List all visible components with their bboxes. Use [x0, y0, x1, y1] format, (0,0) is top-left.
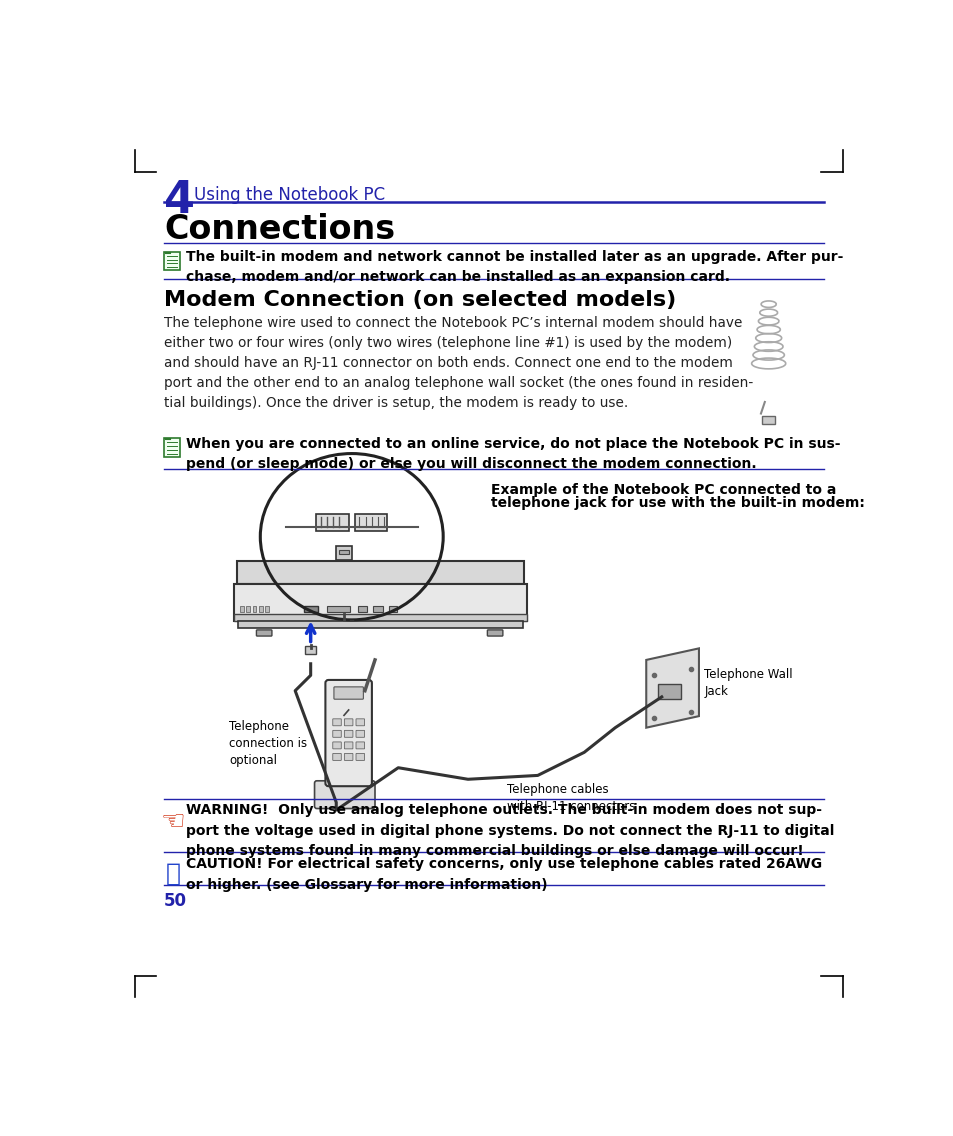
- FancyBboxPatch shape: [233, 613, 526, 621]
- FancyBboxPatch shape: [355, 753, 364, 760]
- FancyBboxPatch shape: [265, 605, 269, 612]
- FancyBboxPatch shape: [240, 605, 244, 612]
- Text: ✋: ✋: [166, 862, 181, 886]
- FancyBboxPatch shape: [333, 742, 341, 749]
- Text: 4: 4: [164, 179, 195, 223]
- FancyBboxPatch shape: [335, 546, 352, 560]
- Text: CAUTION! For electrical safety concerns, only use telephone cables rated 26AWG
o: CAUTION! For electrical safety concerns,…: [186, 857, 821, 892]
- Text: Example of the Notebook PC connected to a: Example of the Notebook PC connected to …: [491, 483, 836, 496]
- Text: Connections: Connections: [164, 214, 395, 247]
- FancyBboxPatch shape: [256, 629, 272, 636]
- Text: ☜: ☜: [161, 808, 186, 836]
- FancyBboxPatch shape: [355, 515, 387, 532]
- FancyBboxPatch shape: [357, 605, 367, 612]
- FancyBboxPatch shape: [334, 687, 363, 699]
- FancyBboxPatch shape: [253, 605, 256, 612]
- FancyBboxPatch shape: [339, 550, 348, 554]
- FancyBboxPatch shape: [355, 719, 364, 726]
- FancyBboxPatch shape: [355, 730, 364, 737]
- FancyBboxPatch shape: [333, 753, 341, 760]
- Text: telephone jack for use with the built-in modem:: telephone jack for use with the built-in…: [491, 496, 864, 510]
- FancyBboxPatch shape: [303, 605, 317, 612]
- FancyBboxPatch shape: [333, 719, 341, 726]
- Text: Modem Connection (on selected models): Modem Connection (on selected models): [164, 291, 676, 310]
- FancyBboxPatch shape: [344, 719, 353, 726]
- FancyBboxPatch shape: [327, 605, 350, 612]
- Text: The telephone wire used to connect the Notebook PC’s internal modem should have
: The telephone wire used to connect the N…: [164, 316, 753, 410]
- FancyBboxPatch shape: [305, 646, 315, 653]
- Text: WARNING!  Only use analog telephone outlets. The built-in modem does not sup-
po: WARNING! Only use analog telephone outle…: [186, 803, 834, 859]
- FancyBboxPatch shape: [333, 730, 341, 737]
- Text: Using the Notebook PC: Using the Notebook PC: [193, 185, 384, 203]
- FancyBboxPatch shape: [344, 742, 353, 749]
- FancyBboxPatch shape: [315, 515, 348, 532]
- Text: Telephone
connection is
optional: Telephone connection is optional: [229, 720, 307, 767]
- Polygon shape: [645, 649, 699, 728]
- FancyBboxPatch shape: [389, 605, 396, 612]
- FancyBboxPatch shape: [164, 252, 179, 270]
- FancyBboxPatch shape: [164, 438, 179, 457]
- FancyBboxPatch shape: [355, 742, 364, 749]
- Text: 50: 50: [164, 893, 187, 910]
- FancyBboxPatch shape: [314, 780, 375, 809]
- FancyBboxPatch shape: [237, 621, 522, 627]
- Text: Telephone cables
with RJ-11 connectors: Telephone cables with RJ-11 connectors: [506, 783, 635, 813]
- FancyBboxPatch shape: [487, 629, 502, 636]
- Text: When you are connected to an online service, do not place the Notebook PC in sus: When you are connected to an online serv…: [186, 436, 840, 470]
- FancyBboxPatch shape: [344, 753, 353, 760]
- FancyBboxPatch shape: [236, 561, 523, 584]
- Text: The built-in modem and network cannot be installed later as an upgrade. After pu: The built-in modem and network cannot be…: [186, 250, 842, 284]
- FancyBboxPatch shape: [658, 684, 680, 699]
- FancyBboxPatch shape: [761, 416, 774, 424]
- FancyBboxPatch shape: [233, 584, 526, 621]
- FancyBboxPatch shape: [325, 680, 372, 786]
- FancyBboxPatch shape: [373, 605, 382, 612]
- FancyBboxPatch shape: [246, 605, 250, 612]
- FancyBboxPatch shape: [344, 730, 353, 737]
- FancyBboxPatch shape: [258, 605, 262, 612]
- Text: Telephone Wall
Jack: Telephone Wall Jack: [703, 668, 792, 698]
